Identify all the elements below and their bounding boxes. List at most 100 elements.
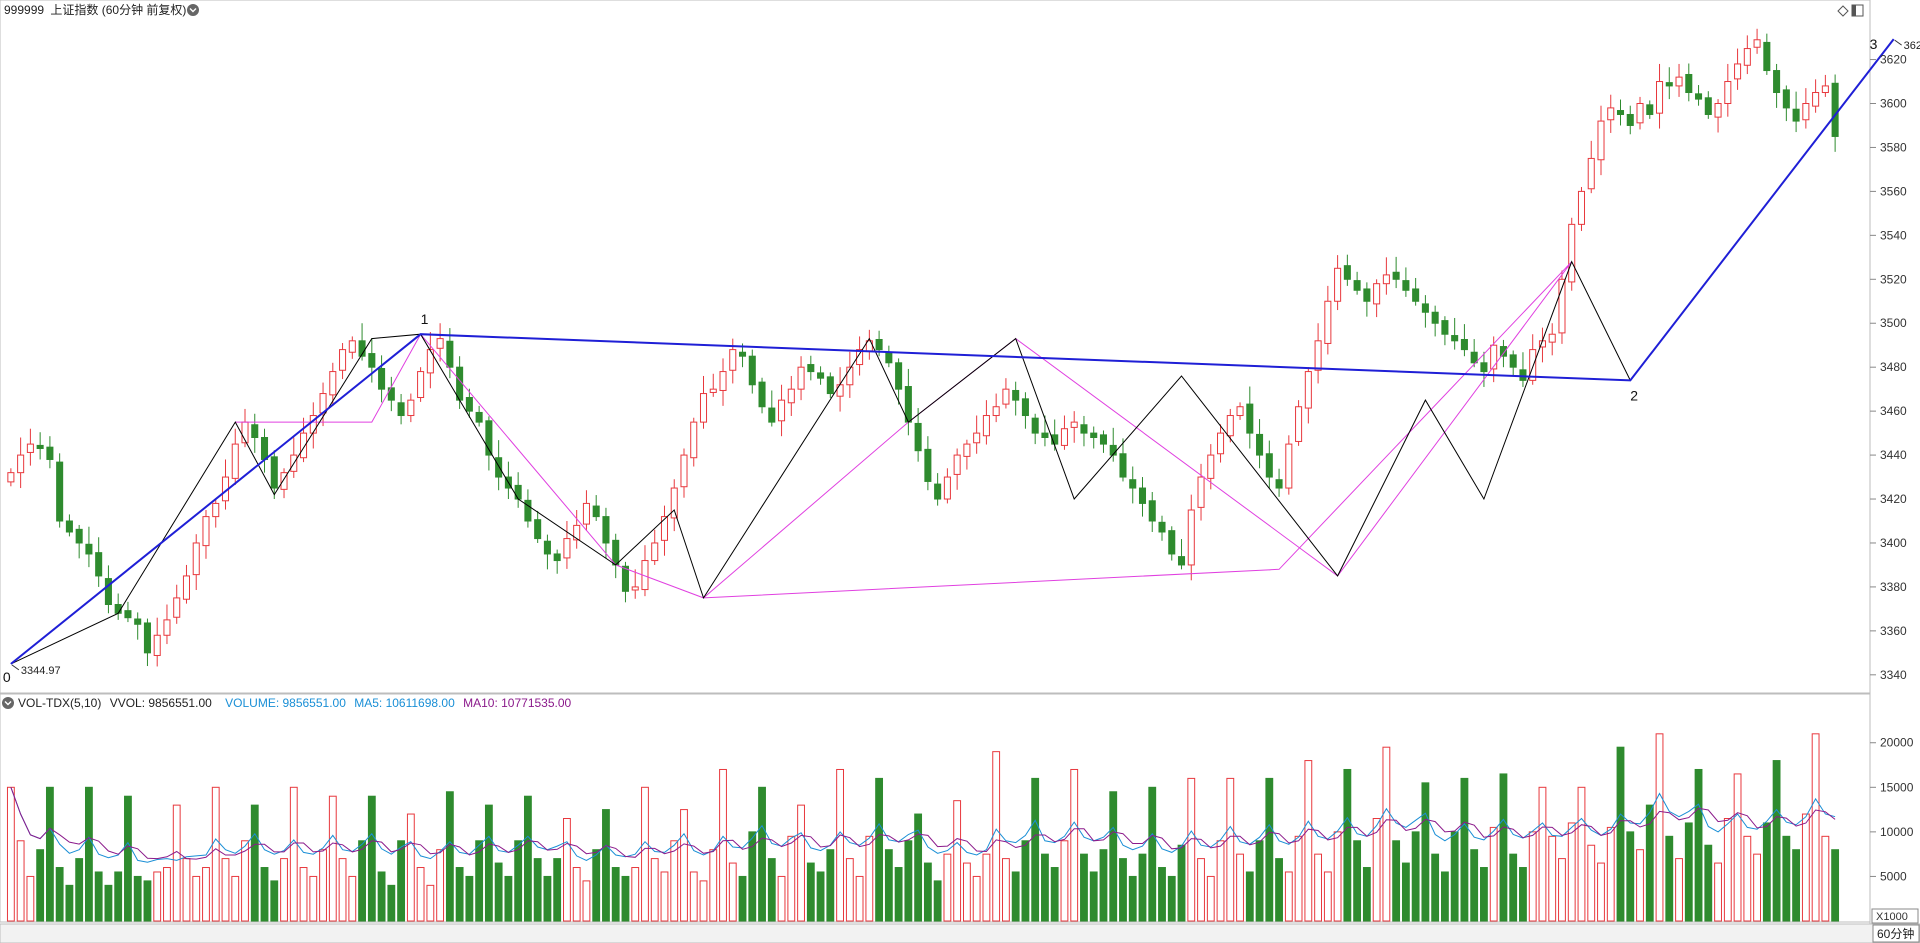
price-tick-label: 3620 — [1880, 53, 1907, 67]
volume-bar — [1275, 858, 1283, 922]
volume-bar — [104, 884, 113, 922]
volume-bar — [348, 875, 357, 922]
panel-toggle-icon[interactable] — [1851, 4, 1864, 17]
candle-up — [982, 400, 990, 445]
volume-bar — [1226, 777, 1235, 922]
volume-bar — [670, 840, 679, 922]
volume-bar — [1089, 871, 1098, 922]
candle-down — [1626, 105, 1634, 135]
volume-bar — [543, 875, 552, 922]
price-tick-label: 3420 — [1880, 492, 1907, 506]
volume-bar — [1353, 840, 1362, 922]
volume-bar — [36, 849, 45, 922]
candle-down — [46, 436, 54, 469]
candle-down — [1460, 324, 1468, 357]
candle-down — [1256, 419, 1264, 469]
volume-bar — [1831, 849, 1840, 922]
candle-down — [1177, 539, 1186, 570]
candle-down — [1343, 254, 1351, 286]
volume-bar — [806, 862, 815, 922]
candle-down — [1353, 271, 1361, 295]
candle-down — [1090, 426, 1098, 449]
candle-up — [1821, 74, 1829, 97]
volume-bar — [338, 858, 347, 922]
volume-bar — [211, 786, 220, 922]
candle-up — [1373, 279, 1381, 318]
volume-bar — [1167, 875, 1176, 922]
candle-down — [1519, 352, 1527, 387]
candle-up — [1656, 63, 1664, 129]
volume-bar — [894, 867, 903, 922]
candle-up — [329, 362, 337, 406]
volume-bar — [923, 862, 932, 922]
volume-bar — [367, 795, 376, 922]
volume-bar — [816, 871, 825, 922]
wave-label-3: 3 — [1870, 36, 1878, 52]
wave-labels: 0 3344.97 1 2 3 3629.29 — [3, 36, 1920, 685]
volume-bar — [124, 795, 132, 922]
price-tick-label: 3560 — [1880, 184, 1907, 198]
volume-bar — [1255, 840, 1264, 922]
volume-bar — [572, 867, 581, 922]
volume-ma-lines — [10, 787, 1836, 863]
volume-bar — [280, 858, 288, 922]
wave-label-0: 0 — [3, 669, 11, 685]
volume-bar — [787, 835, 796, 922]
candle-down — [1012, 381, 1020, 416]
candle-down — [1451, 317, 1459, 350]
volume-bar — [699, 880, 708, 922]
price-tick-label: 3380 — [1880, 580, 1907, 594]
volume-bar — [143, 880, 152, 922]
candle-down — [534, 510, 542, 543]
volume-bar — [553, 858, 562, 922]
volume-bar — [1362, 867, 1371, 922]
volume-bar — [1382, 746, 1391, 922]
volume-bar — [845, 858, 854, 922]
candle-up — [1314, 323, 1322, 384]
candle-up — [1324, 285, 1332, 355]
volume-bar — [884, 849, 893, 922]
volume-bar — [1128, 875, 1137, 922]
volume-dropdown-icon[interactable] — [2, 697, 14, 709]
volume-bar — [1304, 760, 1313, 922]
volume-bar — [1636, 849, 1644, 922]
volume-bar — [1206, 875, 1215, 922]
candle-up — [1577, 187, 1586, 231]
candle-down — [446, 328, 454, 379]
volume-bars — [6, 733, 1840, 922]
volume-bar — [1343, 768, 1352, 922]
candle-down — [270, 450, 278, 500]
volume-bar — [1197, 858, 1205, 922]
candle-up — [436, 323, 444, 362]
candle-up — [670, 479, 678, 532]
candle-down — [914, 408, 922, 462]
candle-up — [212, 499, 220, 528]
candle-up — [690, 417, 698, 467]
candle-up — [651, 529, 659, 565]
volume-bar — [1440, 871, 1449, 922]
volume-bar — [621, 875, 630, 922]
volume-bar — [1675, 858, 1683, 922]
volume-bar — [1499, 773, 1508, 922]
period-button-label[interactable]: 60分钟 — [1877, 926, 1914, 941]
period-button[interactable] — [1872, 924, 1920, 943]
volume-bar — [592, 849, 601, 922]
volume-bar — [445, 791, 454, 922]
diamond-icon[interactable] — [1837, 5, 1849, 17]
volume-bar — [260, 867, 269, 922]
title-dropdown-icon[interactable] — [187, 4, 199, 16]
candle-down — [553, 549, 561, 574]
candle-up — [563, 521, 571, 569]
candle-down — [817, 366, 825, 385]
candle-down — [1704, 91, 1712, 119]
vol-tick-label: 15000 — [1880, 780, 1914, 794]
candle-up — [1002, 378, 1010, 409]
volume-bar — [1109, 791, 1118, 922]
price-tick-label: 3480 — [1880, 360, 1907, 374]
candle-up — [1743, 35, 1751, 75]
volume-bar — [1158, 867, 1166, 922]
volume-bar — [1245, 871, 1254, 922]
volume-bar — [299, 867, 308, 922]
volume-bar — [602, 809, 610, 922]
volume-bar — [904, 840, 913, 922]
